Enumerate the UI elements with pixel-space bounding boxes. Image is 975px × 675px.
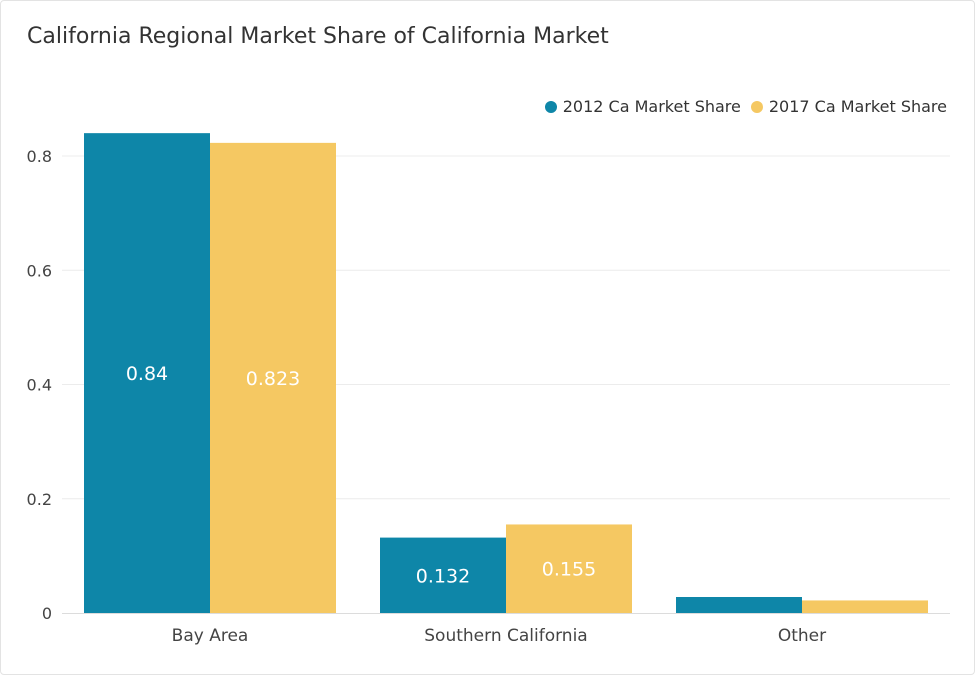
chart-legend: 2012 Ca Market Share 2017 Ca Market Shar… xyxy=(535,97,947,116)
bar-other-series-1 xyxy=(802,600,928,613)
bar-data-label: 0.155 xyxy=(542,559,596,581)
legend-swatch-2012 xyxy=(544,100,557,113)
y-tick-label: 0.2 xyxy=(27,490,52,509)
x-tick-label: Southern California xyxy=(424,626,587,646)
bar-data-label: 0.132 xyxy=(416,565,470,587)
bar-southern-california-series-1 xyxy=(506,524,632,613)
y-tick-label: 0.8 xyxy=(27,147,52,166)
bar-southern-california-series-0 xyxy=(380,537,506,613)
legend-item-2012[interactable]: 2012 Ca Market Share xyxy=(544,97,741,116)
bar-bay-area-series-0 xyxy=(84,133,210,613)
legend-item-2017[interactable]: 2017 Ca Market Share xyxy=(750,97,947,116)
y-tick-label: 0 xyxy=(42,604,52,623)
legend-label-2012: 2012 Ca Market Share xyxy=(562,97,741,116)
legend-swatch-2017 xyxy=(750,100,763,113)
x-tick-label: Bay Area xyxy=(172,626,249,646)
chart-title: California Regional Market Share of Cali… xyxy=(27,24,609,49)
bar-data-label: 0.84 xyxy=(126,363,168,385)
y-tick-label: 0.6 xyxy=(27,261,52,280)
x-tick-label: Other xyxy=(778,626,826,646)
bar-data-label: 0.823 xyxy=(246,368,300,390)
bar-other-series-0 xyxy=(676,597,802,613)
bar-bay-area-series-1 xyxy=(210,142,336,613)
legend-label-2017: 2017 Ca Market Share xyxy=(768,97,947,116)
y-tick-label: 0.4 xyxy=(27,376,52,395)
